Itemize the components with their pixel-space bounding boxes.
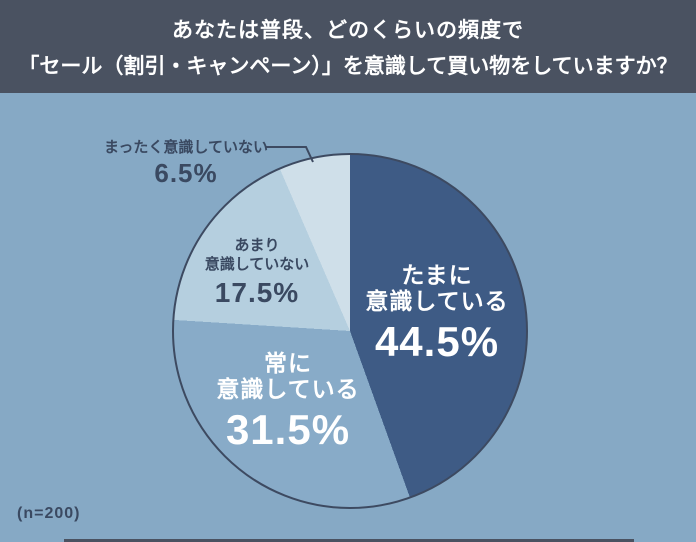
pie-label-occasionally-line1: たまに — [401, 262, 473, 288]
pie-label-occasionally: たまに 意識している 44.5% — [365, 262, 508, 366]
pie-label-always-line2: 意識している — [216, 376, 360, 402]
pie-label-always-pct: 31.5% — [225, 406, 351, 453]
sample-size-note: (n=200) — [17, 505, 81, 522]
pie-label-rarely: あまり 意識していない 17.5% — [205, 236, 310, 309]
question-line-2: 「セール（割引・キャンペーン）」を意識して買い物をしていますか？ — [18, 54, 678, 78]
pie-label-occasionally-pct: 44.5% — [374, 318, 500, 365]
pie-label-never: まったく意識していない 6.5% — [104, 136, 268, 189]
pie-label-rarely-line1: あまり — [234, 237, 280, 254]
survey-question-header: あなたは普段、どのくらいの頻度で 「セール（割引・キャンペーン）」を意識して買い… — [0, 0, 696, 93]
section-divider-line — [64, 539, 634, 542]
pie-label-rarely-pct: 17.5% — [214, 277, 300, 308]
pie-label-occasionally-line2: 意識している — [365, 288, 509, 314]
pie-label-never-pct: 6.5% — [154, 158, 218, 188]
question-line-1: あなたは普段、どのくらいの頻度で — [172, 18, 524, 42]
pie-label-rarely-line2: 意識していない — [204, 256, 310, 273]
pie-label-always: 常に 意識している 31.5% — [216, 350, 359, 454]
pie-chart — [172, 153, 528, 509]
pie-label-always-line1: 常に — [264, 350, 312, 376]
pie-label-never-text: まったく意識していない — [104, 139, 268, 156]
